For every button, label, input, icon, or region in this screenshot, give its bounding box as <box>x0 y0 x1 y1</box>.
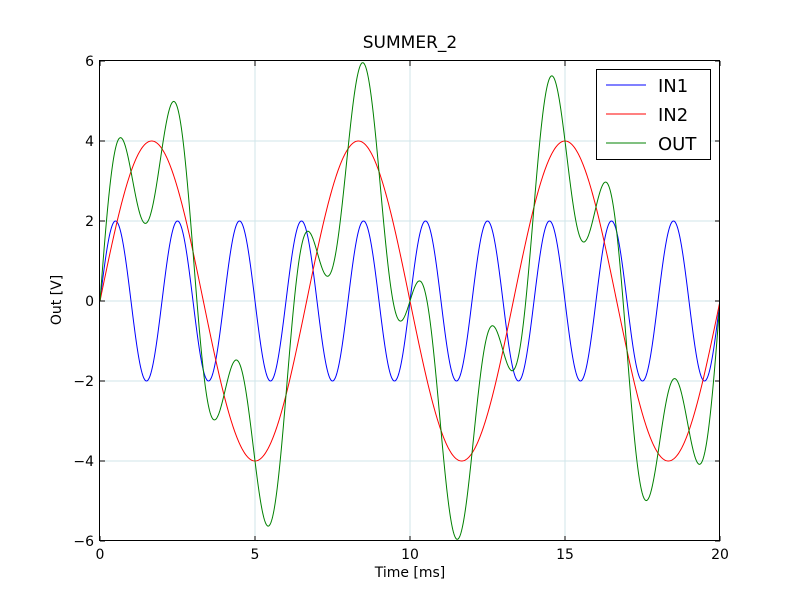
x-tick-label: 20 <box>711 547 729 563</box>
legend-label-in1: IN1 <box>658 76 688 97</box>
plot-area <box>100 62 720 540</box>
legend: IN1 IN2 OUT <box>596 69 711 160</box>
x-tick-label: 10 <box>401 547 419 563</box>
legend-label-in2: IN2 <box>658 105 688 126</box>
y-tick-label: 6 <box>85 54 94 70</box>
y-tick-label: 0 <box>85 294 94 310</box>
y-tick-label: 4 <box>85 134 94 150</box>
x-tick-label: 15 <box>556 547 574 563</box>
x-tick-label: 5 <box>251 547 260 563</box>
chart-title: SUMMER_2 <box>363 33 457 53</box>
series-line-out <box>100 62 720 540</box>
y-tick-label: −4 <box>73 454 94 470</box>
y-tick-label: −2 <box>73 374 94 390</box>
x-tick-label: 0 <box>96 547 105 563</box>
x-axis-label: Time [ms] <box>374 565 446 581</box>
y-axis-label: Out [V] <box>49 275 65 325</box>
y-tick-label: −6 <box>73 534 94 550</box>
y-tick-label: 2 <box>85 214 94 230</box>
legend-label-out: OUT <box>658 134 697 155</box>
ticks <box>99 60 721 542</box>
tick-labels: 0 5 10 15 20 −6 −4 −2 0 2 4 6 <box>73 54 729 563</box>
